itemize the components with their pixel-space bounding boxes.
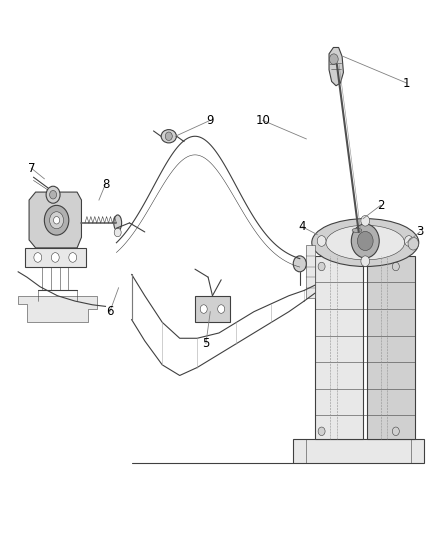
Circle shape [46,186,60,203]
Polygon shape [293,439,424,463]
Text: 4: 4 [298,220,306,233]
Text: 7: 7 [28,161,35,175]
Text: 1: 1 [403,77,410,90]
Circle shape [49,190,57,199]
Circle shape [361,215,370,226]
Ellipse shape [161,130,177,143]
Text: 10: 10 [255,114,270,127]
Circle shape [351,224,379,258]
Ellipse shape [312,219,419,266]
Circle shape [357,231,373,251]
Circle shape [405,236,413,246]
Circle shape [69,253,77,262]
Polygon shape [329,47,343,86]
Circle shape [218,305,225,313]
Polygon shape [367,256,416,439]
Circle shape [49,212,64,229]
Circle shape [361,256,370,266]
Polygon shape [315,256,363,439]
Circle shape [53,216,60,224]
Circle shape [392,427,399,435]
Text: 2: 2 [377,199,384,212]
Polygon shape [29,192,81,248]
Polygon shape [18,296,97,322]
Text: 5: 5 [202,337,210,350]
Circle shape [51,253,59,262]
Circle shape [318,262,325,271]
Circle shape [408,237,419,250]
Circle shape [34,253,42,262]
Ellipse shape [114,215,122,231]
Ellipse shape [326,225,405,260]
Circle shape [317,236,326,246]
Polygon shape [306,245,315,298]
Polygon shape [195,296,230,322]
Circle shape [114,228,121,237]
Circle shape [392,262,399,271]
Circle shape [293,256,306,272]
Circle shape [318,427,325,435]
Circle shape [329,54,338,64]
Text: 9: 9 [207,114,214,127]
Circle shape [44,205,69,235]
Ellipse shape [352,228,362,232]
Circle shape [165,132,172,141]
Text: 6: 6 [106,305,113,318]
Text: 3: 3 [416,225,424,238]
Circle shape [200,305,207,313]
Polygon shape [25,248,86,266]
Text: 8: 8 [102,177,109,191]
